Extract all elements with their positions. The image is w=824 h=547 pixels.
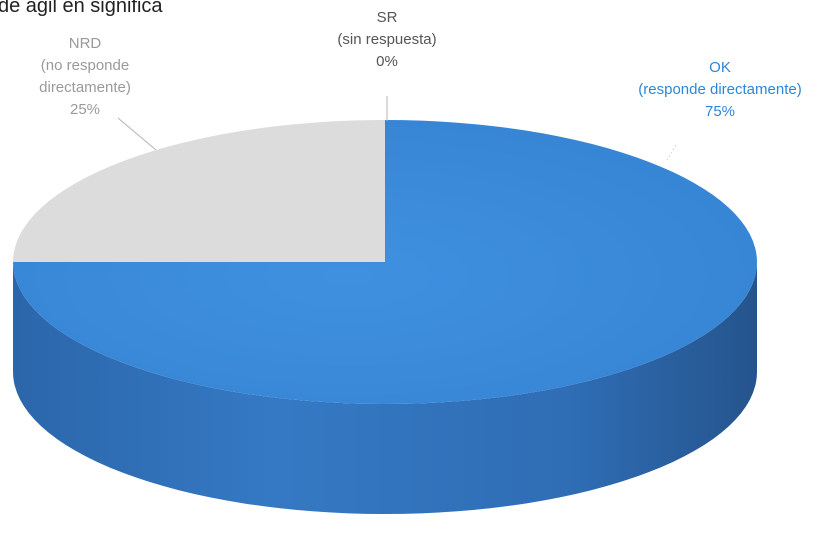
data-label-nrd-line: (no responde bbox=[41, 57, 129, 74]
pie-side-wall bbox=[13, 262, 757, 514]
data-label-sr-line: SR bbox=[377, 9, 398, 26]
data-label-ok-line: 75% bbox=[705, 103, 735, 120]
data-label-nrd-line: directamente) bbox=[39, 79, 131, 96]
data-label-sr-line: (sin respuesta) bbox=[337, 31, 436, 48]
chart-title-partial: de ágil en significa bbox=[0, 0, 163, 17]
leader-line-ok bbox=[666, 144, 677, 161]
data-label-sr: SR (sin respuesta) 0% bbox=[337, 9, 436, 70]
leader-line-nrd bbox=[117, 117, 157, 151]
data-label-nrd-line: NRD bbox=[69, 35, 102, 52]
pie-slice-nrd bbox=[13, 120, 385, 262]
slices-layer bbox=[13, 120, 757, 404]
labels-layer: OK (responde directamente) 75% NRD (no respo… bbox=[39, 9, 802, 120]
data-label-sr-line: 0% bbox=[376, 53, 398, 70]
data-label-nrd: NRD (no responde directamente) 25% bbox=[39, 35, 131, 118]
data-label-ok-line: OK bbox=[709, 59, 731, 76]
data-label-nrd-line: 25% bbox=[70, 101, 100, 118]
leaders-layer bbox=[117, 96, 677, 161]
data-label-ok: OK (responde directamente) 75% bbox=[638, 59, 801, 120]
data-label-ok-line: (responde directamente) bbox=[638, 81, 801, 98]
